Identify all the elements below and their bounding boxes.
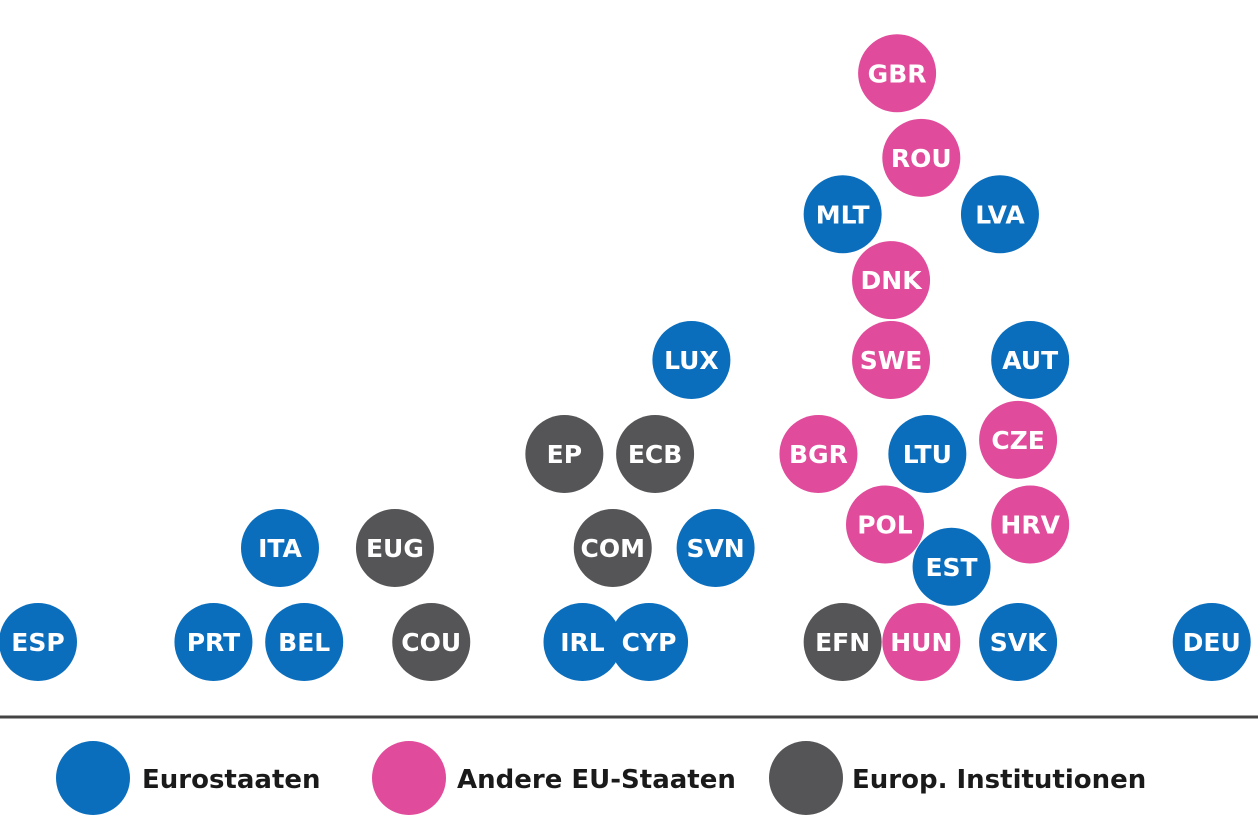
bubble-circle-pol <box>846 485 924 564</box>
bubble-svk: SVK <box>979 603 1058 681</box>
bubble-label-lva: LVA <box>975 200 1025 229</box>
bubble-label-cze: CZE <box>991 426 1045 455</box>
bubble-circle-deu <box>1172 603 1251 681</box>
bubble-circle-gbr <box>858 34 937 113</box>
bubble-circle-hun <box>882 603 961 681</box>
bubble-circle-ltu <box>888 415 967 493</box>
bubble-label-svn: SVN <box>686 534 744 563</box>
bubble-label-com: COM <box>581 534 645 563</box>
bubble-circle-aut <box>991 321 1070 399</box>
bubble-rou: ROU <box>882 118 961 197</box>
bubble-cze: CZE <box>979 400 1058 479</box>
bubble-circle-efn <box>803 603 882 681</box>
bubble-prt: PRT <box>174 603 253 681</box>
bubble-label-bel: BEL <box>278 628 330 657</box>
bubble-label-est: EST <box>925 553 977 582</box>
bubble-svn: SVN <box>676 509 755 587</box>
legend: Eurostaaten Andere EU-Staaten Europ. Ins… <box>56 741 1146 815</box>
bubble-label-prt: PRT <box>187 628 241 657</box>
bubble-bel: BEL <box>265 603 344 681</box>
bubble-circle-swe <box>852 321 931 399</box>
bubble-circle-dnk <box>852 241 931 320</box>
bubble-efn: EFN <box>803 603 882 681</box>
bubble-circle-est <box>912 527 991 606</box>
bubble-lux: LUX <box>652 321 731 399</box>
bubble-circle-rou <box>882 118 961 197</box>
bubble-est: EST <box>912 527 991 606</box>
bubble-label-aut: AUT <box>1002 346 1058 375</box>
legend-marker-institution <box>769 741 843 815</box>
legend-marker-euro <box>56 741 130 815</box>
bubble-esp: ESP <box>0 603 77 681</box>
bubble-cyp: CYP <box>610 603 689 681</box>
bubble-com: COM <box>573 509 652 587</box>
bubble-circle-eug <box>355 509 434 587</box>
bubble-circle-ep <box>525 415 604 493</box>
bubble-label-hun: HUN <box>890 628 952 657</box>
bubble-gbr: GBR <box>858 34 937 113</box>
bubble-label-rou: ROU <box>891 144 952 173</box>
bubble-label-swe: SWE <box>860 346 923 375</box>
bubble-circle-com <box>573 509 652 587</box>
bubble-mlt: MLT <box>803 175 882 254</box>
bubble-circle-svn <box>676 509 755 587</box>
bubble-label-irl: IRL <box>560 628 605 657</box>
bubble-irl: IRL <box>543 603 622 681</box>
bubble-circle-ita <box>241 509 319 587</box>
bubble-circle-bel <box>265 603 344 681</box>
bubble-label-svk: SVK <box>990 628 1048 657</box>
bubble-bgr: BGR <box>779 415 858 493</box>
bubble-label-esp: ESP <box>11 628 64 657</box>
bubble-label-ecb: ECB <box>628 440 682 469</box>
bubble-label-cyp: CYP <box>622 628 677 657</box>
bubble-circle-hrv <box>991 485 1070 564</box>
bubble-label-eug: EUG <box>366 534 424 563</box>
bubble-hun: HUN <box>882 603 961 681</box>
bubble-ltu: LTU <box>888 415 967 493</box>
bubble-circle-cze <box>979 400 1058 479</box>
bubble-label-hrv: HRV <box>1000 511 1060 540</box>
bubble-deu: DEU <box>1172 603 1251 681</box>
bubble-label-ltu: LTU <box>903 440 952 469</box>
bubble-swe: SWE <box>852 321 931 399</box>
bubble-circle-prt <box>174 603 253 681</box>
bubble-circle-lva <box>960 175 1039 254</box>
bubble-eug: EUG <box>355 509 434 587</box>
bubble-label-dnk: DNK <box>861 266 924 295</box>
bubble-ecb: ECB <box>616 415 695 493</box>
bubble-aut: AUT <box>991 321 1070 399</box>
bubble-ep: EP <box>525 415 604 493</box>
bubble-label-bgr: BGR <box>789 440 848 469</box>
bubble-label-ita: ITA <box>258 534 302 563</box>
bubble-circle-lux <box>652 321 731 399</box>
bubble-label-cou: COU <box>401 628 461 657</box>
legend-label-euro: Eurostaaten <box>142 765 321 795</box>
bubble-cou: COU <box>392 603 471 681</box>
bubble-label-lux: LUX <box>664 346 719 375</box>
bubble-label-mlt: MLT <box>816 200 870 229</box>
bubble-circle-cou <box>392 603 471 681</box>
bubble-lva: LVA <box>960 175 1039 254</box>
bubble-layer: ESP PRT BEL ITA EUG COU IRL CYP COM SVN EP ECB LUX EF… <box>0 34 1251 681</box>
bubble-label-efn: EFN <box>815 628 870 657</box>
bubble-circle-bgr <box>779 415 858 493</box>
bubble-circle-esp <box>0 603 77 681</box>
legend-label-institution: Europ. Institutionen <box>852 765 1146 795</box>
legend-label-other-eu: Andere EU-Staaten <box>457 765 736 795</box>
bubble-hrv: HRV <box>991 485 1070 564</box>
bubble-circle-irl <box>543 603 622 681</box>
bubble-circle-mlt <box>803 175 882 254</box>
legend-marker-other-eu <box>372 741 446 815</box>
bubble-circle-svk <box>979 603 1058 681</box>
bubble-pol: POL <box>846 485 924 564</box>
bubble-label-deu: DEU <box>1183 628 1241 657</box>
bubble-label-pol: POL <box>857 511 913 540</box>
bubble-label-ep: EP <box>547 440 582 469</box>
bubble-label-gbr: GBR <box>868 59 927 88</box>
bubble-dnk: DNK <box>852 241 931 320</box>
bubble-circle-ecb <box>616 415 695 493</box>
bubble-ita: ITA <box>241 509 319 587</box>
bubble-circle-cyp <box>610 603 689 681</box>
